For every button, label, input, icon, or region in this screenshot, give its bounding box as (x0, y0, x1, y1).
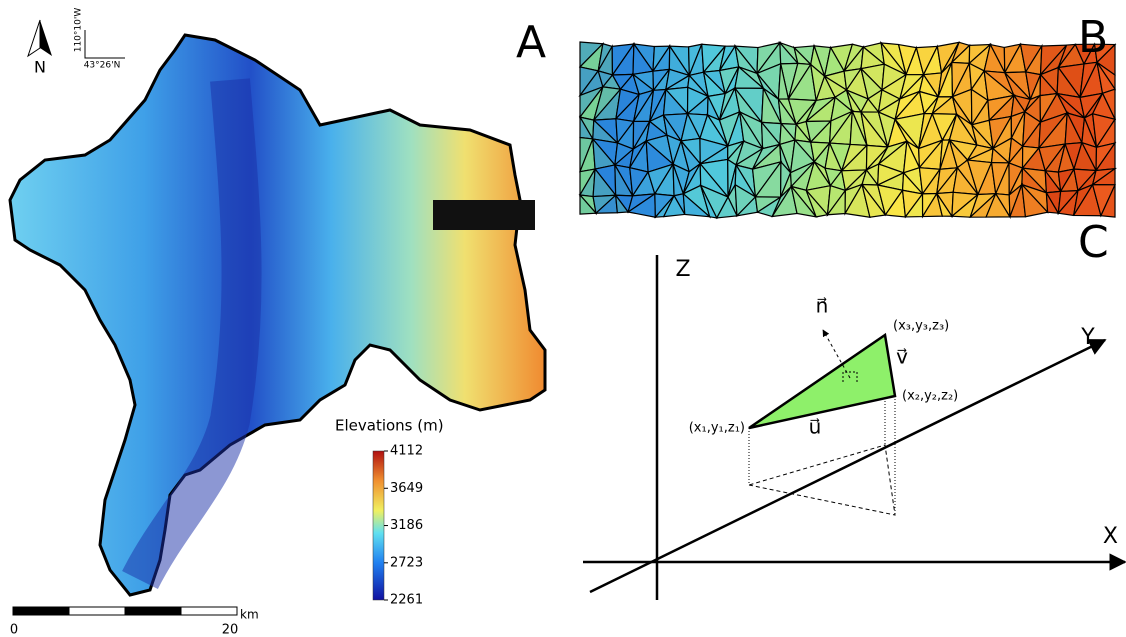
axis-label: Y (1080, 325, 1095, 350)
point-label: (x₁,y₁,z₁) (689, 421, 745, 436)
north-arrow (28, 20, 40, 56)
scale-unit: km (240, 608, 259, 622)
coord-marker (85, 30, 125, 58)
scale-label: 0 (10, 623, 18, 637)
north-label: N (34, 58, 46, 77)
colorbar-title: Elevations (m) (335, 417, 444, 435)
axis-label: Z (675, 257, 690, 282)
vector-label: v⃗ (896, 345, 908, 369)
mesh-area (433, 200, 535, 230)
triangle (749, 335, 895, 428)
scale-label: 20 (222, 623, 239, 637)
colorbar-tick-label: 2261 (390, 593, 423, 608)
panel-label: A (516, 17, 546, 68)
mesh (580, 42, 1115, 218)
colorbar-tick-label: 2723 (390, 555, 423, 570)
watershed (10, 35, 545, 595)
scale-bar (13, 607, 237, 615)
point-label: (x₃,y₃,z₃) (893, 319, 949, 334)
point-label: (x₂,y₂,z₂) (902, 389, 958, 404)
latitude-label: 43°26'N (84, 61, 121, 71)
longitude-label: 110°10'W (74, 8, 84, 53)
figure: N 110°10'W 43°26'N A Elevations (m) 4112… (0, 0, 1126, 637)
colorbar-tick-label: 3186 (390, 518, 423, 533)
colorbar-tick-label: 4112 (390, 444, 423, 459)
axes (583, 255, 1125, 600)
vector-label: u⃗ (809, 415, 822, 439)
vector-label: n⃗ (816, 294, 829, 318)
panel-label: C (1078, 217, 1109, 268)
colorbar (373, 451, 384, 600)
panel-label: B (1078, 12, 1108, 63)
colorbar-tick-label: 3649 (390, 481, 423, 496)
axis-label: X (1103, 524, 1118, 549)
north-arrow (40, 20, 52, 56)
